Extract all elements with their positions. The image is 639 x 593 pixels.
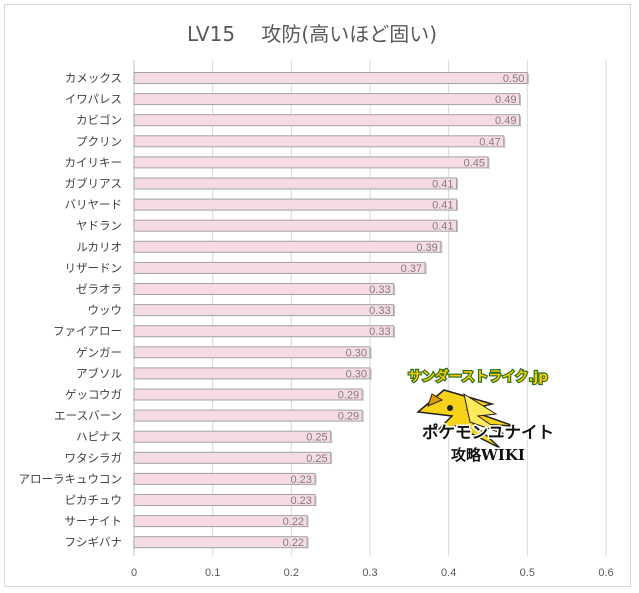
category-label: カビゴン <box>76 113 122 127</box>
category-label: イワパレス <box>65 92 122 106</box>
zapdos-lightning-icon <box>416 389 515 449</box>
bar <box>133 114 520 127</box>
category-label: ファイアロー <box>53 324 122 338</box>
data-label: 0.49 <box>495 94 516 106</box>
bar <box>133 135 505 148</box>
category-label: アブソル <box>76 366 122 380</box>
category-label: カメックス <box>65 71 122 85</box>
data-label: 0.30 <box>346 368 367 380</box>
data-label: 0.47 <box>479 136 500 148</box>
category-label: フシギバナ <box>65 535 123 549</box>
data-label: 0.33 <box>369 284 390 296</box>
category-label: ヤドラン <box>76 219 122 233</box>
x-tick-label: 0.3 <box>362 567 377 579</box>
bar <box>133 198 458 211</box>
x-tick-label: 0.4 <box>441 567 456 579</box>
bar <box>133 346 371 359</box>
category-label: ゲンガー <box>76 345 122 359</box>
bar <box>133 240 442 253</box>
category-label: ゲッコウガ <box>65 388 122 402</box>
bar <box>133 472 316 485</box>
category-label: ゼラオラ <box>76 282 122 296</box>
bar <box>133 304 395 317</box>
data-label: 0.25 <box>306 432 327 444</box>
data-label: 0.33 <box>369 305 390 317</box>
bar <box>133 536 308 549</box>
x-tick-label: 0 <box>131 567 137 579</box>
watermark-line1: ポケモンユナイト <box>422 422 554 442</box>
category-label: プクリン <box>76 134 122 148</box>
x-tick-labels: 0 0.1 0.2 0.3 0.4 0.5 0.6 <box>131 567 614 579</box>
category-label: バリヤード <box>65 198 123 212</box>
chart-title: LV15 攻防(高いほど固い) <box>187 22 437 46</box>
bar <box>133 283 395 295</box>
category-label: エースバーン <box>54 409 122 423</box>
data-label: 0.29 <box>338 390 359 402</box>
bar <box>133 177 458 190</box>
bar <box>133 515 308 528</box>
bar <box>133 261 426 274</box>
bar <box>133 93 520 106</box>
x-tick-label: 0.6 <box>598 567 613 579</box>
watermark-site: サンダーストライク.jp <box>408 368 548 385</box>
site-watermark-logo: サンダーストライク.jp ポケモンユナイト 攻略WIKI <box>407 367 556 466</box>
category-label: カイリキー <box>65 155 123 169</box>
bars <box>133 72 529 549</box>
data-label: 0.25 <box>306 453 327 465</box>
x-tick-label: 0.2 <box>284 567 299 579</box>
category-label: アローラキュウコン <box>19 472 123 486</box>
data-label: 0.22 <box>283 537 304 549</box>
category-label: リザードン <box>65 261 123 275</box>
bar <box>133 325 395 338</box>
data-label: 0.23 <box>291 474 312 486</box>
bar <box>133 430 332 443</box>
category-labels: カメックスイワパレスカビゴンプクリンカイリキーガブリアスバリヤードヤドランルカリ… <box>19 71 123 549</box>
bar <box>133 156 489 169</box>
data-label: 0.45 <box>464 157 485 169</box>
category-label: ワタシラガ <box>65 451 123 465</box>
bar <box>133 72 528 84</box>
data-label: 0.30 <box>346 347 367 359</box>
data-label: 0.41 <box>432 179 453 191</box>
data-label: 0.23 <box>291 495 312 507</box>
x-tick-label: 0.5 <box>520 567 535 579</box>
category-label: ガブリアス <box>65 177 123 191</box>
category-label: ウッウ <box>88 303 123 317</box>
bar <box>133 367 371 380</box>
data-label: 0.37 <box>401 263 422 275</box>
data-label: 0.41 <box>432 200 453 212</box>
bar <box>133 388 363 401</box>
data-labels: 0.50 0.49 0.49 0.47 0.45 0.41 0.41 0.41 0.39 0.37… <box>283 73 525 549</box>
data-label: 0.22 <box>283 516 304 528</box>
data-label: 0.49 <box>495 115 516 127</box>
x-tick-label: 0.1 <box>205 567 220 579</box>
category-label: ピカチュウ <box>65 493 123 507</box>
data-label: 0.41 <box>432 221 453 233</box>
bar <box>133 219 458 232</box>
bar <box>133 451 332 464</box>
category-label: ルカリオ <box>76 240 122 254</box>
bar <box>133 494 316 506</box>
data-label: 0.33 <box>369 326 390 338</box>
watermark-line2: 攻略WIKI <box>451 446 525 464</box>
bar <box>133 409 363 422</box>
data-label: 0.39 <box>416 242 437 254</box>
data-label: 0.29 <box>338 411 359 423</box>
category-label: ハピナス <box>76 430 122 444</box>
category-label: サーナイト <box>65 514 123 528</box>
data-label: 0.50 <box>503 73 524 85</box>
